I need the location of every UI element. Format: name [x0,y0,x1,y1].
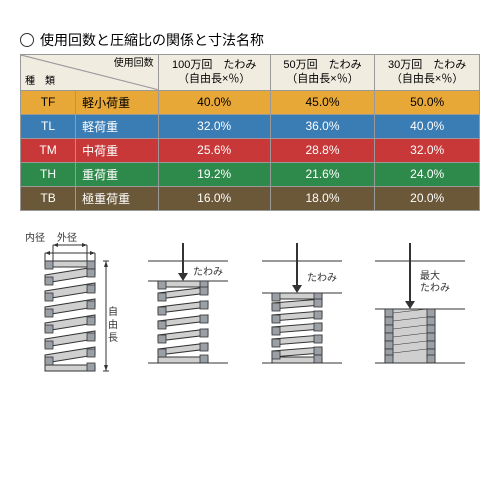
title-text: 使用回数と圧縮比の関係と寸法名称 [40,30,264,50]
header-col2: 50万回 たわみ （自由長×％） [270,55,375,91]
diagram-deflection-1: たわみ [138,231,248,391]
table-row: TL 軽荷重 32.0% 36.0% 40.0% [21,114,480,138]
spring-icon: たわみ [252,231,362,391]
label-inner-dia: 内径 [25,231,45,244]
cell-v3: 24.0% [375,162,480,186]
header-col1: 100万回 たわみ （自由長×％） [158,55,270,91]
cell-name: 極重荷重 [76,186,159,210]
diagram-deflection-2: たわみ [252,231,362,391]
cell-code: TF [21,90,76,114]
page-title: 使用回数と圧縮比の関係と寸法名称 [20,30,480,50]
label-max-top: 最大 [420,269,440,282]
label-max-bottom: たわみ [420,282,450,294]
cell-v2: 18.0% [270,186,375,210]
header-col3: 30万回 たわみ （自由長×％） [375,55,480,91]
cell-v3: 40.0% [375,114,480,138]
label-deflection: たわみ [193,266,223,278]
cell-code: TL [21,114,76,138]
diagram-row: 外径 内径 [20,231,480,391]
spring-icon: 外径 内径 [25,231,135,391]
compression-table: 使用回数 種 類 100万回 たわみ （自由長×％） 50万回 たわみ （自由長… [20,54,480,211]
cell-v3: 20.0% [375,186,480,210]
cell-v3: 50.0% [375,90,480,114]
label-outer-dia: 外径 [57,231,77,244]
cell-v2: 36.0% [270,114,375,138]
cell-name: 重荷重 [76,162,159,186]
cell-name: 中荷重 [76,138,159,162]
table-row: TM 中荷重 25.6% 28.8% 32.0% [21,138,480,162]
cell-v3: 32.0% [375,138,480,162]
header-usage: 使用回数 [114,57,154,70]
diagram-max-deflection: 最大 たわみ [365,231,475,391]
cell-code: TB [21,186,76,210]
cell-name: 軽小荷重 [76,90,159,114]
spring-icon: 最大 たわみ [365,231,475,391]
cell-v2: 45.0% [270,90,375,114]
cell-v1: 19.2% [158,162,270,186]
cell-code: TM [21,138,76,162]
table-row: TH 重荷重 19.2% 21.6% 24.0% [21,162,480,186]
circle-bullet-icon [20,33,34,47]
cell-v2: 28.8% [270,138,375,162]
diagram-free-length: 外径 内径 [25,231,135,391]
spring-icon: たわみ [138,231,248,391]
table-row: TB 極重荷重 16.0% 18.0% 20.0% [21,186,480,210]
svg-text:長: 長 [106,331,118,342]
cell-v1: 32.0% [158,114,270,138]
svg-text:由: 由 [106,317,117,328]
header-type: 種 類 [25,75,55,88]
cell-code: TH [21,162,76,186]
cell-v2: 21.6% [270,162,375,186]
cell-v1: 25.6% [158,138,270,162]
label-free-length: 自 [106,304,117,316]
label-deflection: たわみ [307,272,337,284]
cell-v1: 40.0% [158,90,270,114]
cell-name: 軽荷重 [76,114,159,138]
table-row: TF 軽小荷重 40.0% 45.0% 50.0% [21,90,480,114]
cell-v1: 16.0% [158,186,270,210]
